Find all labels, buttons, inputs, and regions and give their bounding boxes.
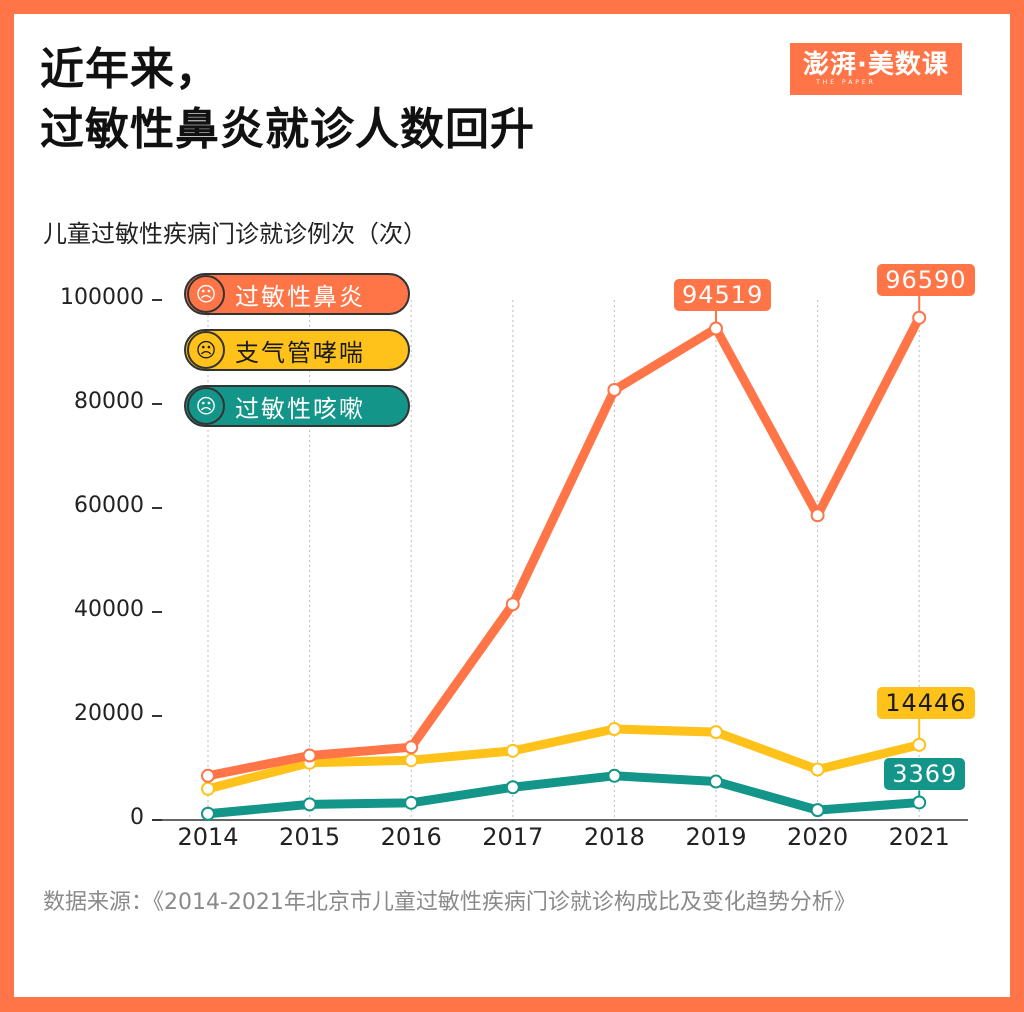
data-point: [607, 722, 622, 736]
y-tick-label: 80000: [74, 389, 144, 414]
legend-label: 过敏性咳嗽: [235, 394, 365, 423]
data-point: [404, 753, 419, 768]
y-tick-label: 0: [130, 805, 144, 830]
y-tick-label: 20000: [74, 701, 144, 726]
coughing-girl-face-icon: ☹: [187, 331, 225, 369]
data-point: [912, 310, 927, 325]
data-point: [810, 762, 825, 777]
data-source-note: 数据来源：《2014-2021年北京市儿童过敏性疾病门诊就诊构成比及变化趋势分析…: [43, 890, 856, 915]
callout-asthma-2021: 14446: [877, 686, 975, 719]
logo-text: 澎湃·美数课: [803, 50, 949, 80]
coughing-boy-face-icon: ☹: [187, 387, 225, 425]
data-point: [201, 768, 215, 783]
data-point: [302, 797, 317, 812]
title-line-2: 过敏性鼻炎就诊人数回升: [40, 104, 535, 155]
x-tick-label: 2017: [482, 823, 544, 851]
brand-logo: 澎湃·美数课 THE PAPER: [790, 43, 962, 95]
y-tick-label: 100000: [60, 285, 144, 310]
legend-item-rhinitis: ☹ 过敏性鼻炎: [184, 273, 410, 315]
data-point: [505, 597, 520, 612]
data-point: [302, 748, 317, 763]
legend-item-asthma: ☹ 支气管哮喘: [184, 329, 410, 371]
callout-cough-2021: 3369: [884, 758, 966, 791]
infographic-card: [14, 14, 1010, 997]
data-point: [709, 321, 723, 336]
legend-label: 过敏性鼻炎: [235, 282, 365, 311]
title-line-1: 近年来，: [40, 44, 220, 95]
data-point: [404, 740, 419, 755]
chart-subtitle: 儿童过敏性疾病门诊就诊例次（次）: [43, 220, 427, 248]
data-point: [404, 795, 419, 810]
y-tick-label: 60000: [74, 493, 144, 518]
data-point: [912, 795, 927, 810]
x-tick-label: 2018: [583, 823, 645, 851]
page-title: 近年来， 过敏性鼻炎就诊人数回升: [40, 40, 535, 160]
data-point: [505, 780, 520, 795]
callout-rhinitis-2019: 94519: [674, 278, 772, 311]
data-point: [912, 737, 927, 752]
series-line: [203, 313, 924, 781]
data-point: [607, 768, 622, 783]
data-point: [201, 806, 215, 821]
legend-label: 支气管哮喘: [235, 338, 365, 367]
x-tick-label: 2021: [888, 823, 950, 851]
data-point: [709, 774, 723, 789]
x-tick-label: 2016: [380, 823, 442, 851]
data-point: [505, 743, 520, 758]
data-point: [810, 508, 825, 523]
callout-rhinitis-2021: 96590: [877, 263, 975, 296]
series-line: [203, 724, 924, 794]
logo-subtext: THE PAPER: [816, 79, 876, 86]
legend-item-cough: ☹ 过敏性咳嗽: [184, 385, 410, 427]
x-tick-label: 2015: [279, 823, 341, 851]
data-point: [709, 725, 723, 740]
y-tick-label: 40000: [74, 597, 144, 622]
data-point: [201, 781, 215, 796]
data-point: [810, 803, 825, 818]
x-tick-label: 2019: [685, 823, 747, 851]
x-tick-label: 2014: [177, 823, 239, 851]
data-point: [607, 382, 622, 397]
x-tick-label: 2020: [787, 823, 849, 851]
sneezing-boy-face-icon: ☹: [187, 275, 225, 313]
series-line: [203, 771, 924, 819]
